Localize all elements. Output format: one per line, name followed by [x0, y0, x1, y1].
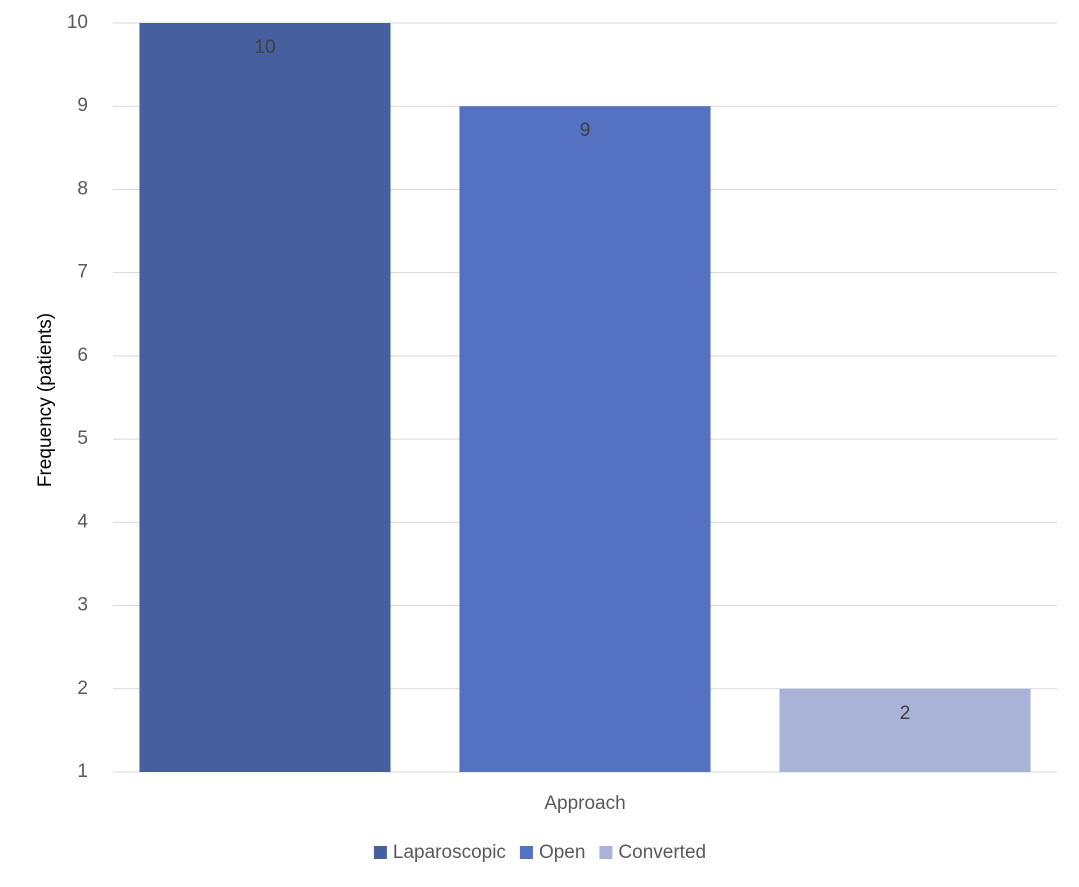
y-tick-label: 3 [77, 595, 88, 616]
bar [779, 688, 1031, 772]
y-tick-label: 6 [77, 345, 88, 366]
y-tick-label: 1 [77, 761, 88, 782]
y-tick-label: 9 [77, 95, 88, 116]
bar [459, 106, 711, 772]
legend-label: Converted [618, 842, 706, 863]
y-tick-label: 4 [77, 511, 88, 532]
y-tick-label: 10 [67, 12, 88, 33]
data-label: 2 [900, 703, 911, 724]
data-label: 9 [580, 120, 591, 141]
y-tick-label: 7 [77, 262, 88, 283]
legend-label: Laparoscopic [393, 842, 506, 863]
y-axis-title: Frequency (patients) [35, 313, 56, 487]
bar [139, 23, 391, 772]
legend-swatch [599, 846, 613, 859]
y-tick-label: 5 [77, 428, 88, 449]
x-axis-title: Approach [544, 793, 625, 814]
legend-swatch [373, 846, 387, 859]
legend-label: Open [539, 842, 585, 863]
data-label: 10 [254, 37, 275, 58]
legend-swatch [519, 846, 533, 859]
y-tick-label: 2 [77, 678, 88, 699]
y-tick-label: 8 [77, 178, 88, 199]
